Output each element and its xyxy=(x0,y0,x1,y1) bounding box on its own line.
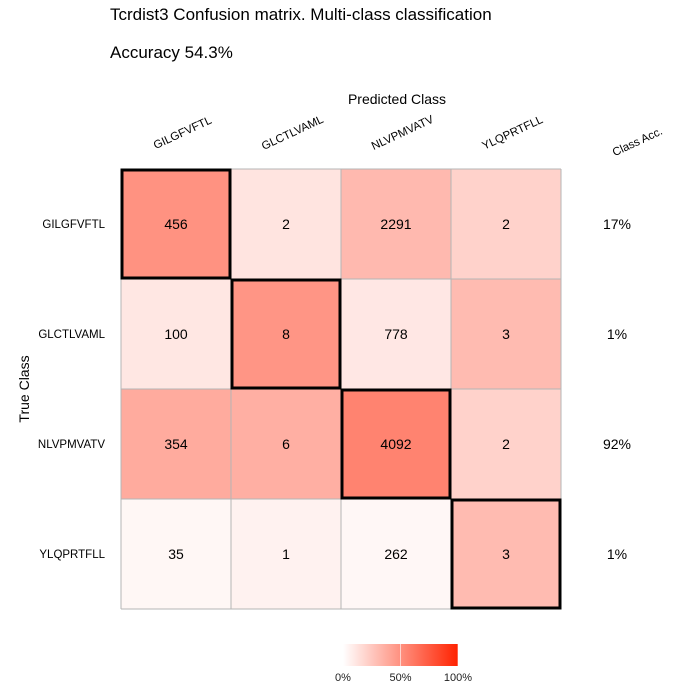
heatmap-cell xyxy=(231,169,341,279)
heatmap-cell xyxy=(341,499,451,609)
heatmap-cell xyxy=(451,279,561,389)
cell-value-label: 456 xyxy=(164,216,188,232)
legend-tick-label: 50% xyxy=(389,672,411,684)
y-tick-label: GILGFVFTL xyxy=(42,219,105,231)
diagonal-highlight-box xyxy=(120,168,232,280)
class-accuracy-value: 1% xyxy=(607,326,627,342)
heatmap-cell xyxy=(121,279,231,389)
x-tick-label: GLCTLVAML xyxy=(260,114,326,153)
x-tick-labels: GILGFVFTL GLCTLVAML NLVPMVATV YLQPRTFLL Clas… xyxy=(152,114,665,160)
heatmap-cell xyxy=(451,389,561,499)
cell-value-label: 8 xyxy=(282,326,290,342)
class-acc-header: Class Acc. xyxy=(611,125,665,159)
cell-value-label: 2 xyxy=(282,216,290,232)
x-axis-title: Predicted Class xyxy=(348,91,446,107)
cell-value-label: 2 xyxy=(502,436,510,452)
heatmap-cell xyxy=(231,389,341,499)
y-tick-label: NLVPMVATV xyxy=(38,439,105,451)
heatmap-cell xyxy=(231,499,341,609)
cell-value-label: 262 xyxy=(384,546,408,562)
y-tick-labels: GILGFVFTL GLCTLVAML NLVPMVATV YLQPRTFLL xyxy=(38,219,106,561)
cell-value-label: 1 xyxy=(282,546,290,562)
diagonal-highlight-box xyxy=(450,498,562,610)
diagonal-highlight-box xyxy=(230,278,342,390)
cell-value-label: 3 xyxy=(502,326,510,342)
heatmap-cell xyxy=(341,279,451,389)
y-tick-label: YLQPRTFLL xyxy=(39,549,105,561)
y-axis-title: True Class xyxy=(16,355,32,422)
class-accuracy-value: 17% xyxy=(603,216,631,232)
cell-value-label: 35 xyxy=(168,546,184,562)
x-tick-label: NLVPMVATV xyxy=(370,114,436,153)
cell-value-label: 2 xyxy=(502,216,510,232)
class-accuracy-column: 17% 1% 92% 1% xyxy=(603,216,631,562)
cell-value-label: 4092 xyxy=(380,436,411,452)
y-tick-label: GLCTLVAML xyxy=(38,329,105,341)
cell-value-labels: 456 2 2291 2 100 8 778 3 354 6 4092 2 35 1 262 3 xyxy=(164,216,510,562)
chart-subtitle: Accuracy 54.3% xyxy=(110,43,233,62)
heatmap-cell xyxy=(231,279,341,389)
heatmap-cell xyxy=(121,169,231,279)
cell-value-label: 778 xyxy=(384,326,408,342)
legend-tick-label: 0% xyxy=(335,672,351,684)
heatmap-cell xyxy=(341,389,451,499)
heatmap-cell xyxy=(121,499,231,609)
diagonal-highlights xyxy=(120,168,562,610)
cell-value-label: 100 xyxy=(164,326,188,342)
cell-value-label: 354 xyxy=(164,436,188,452)
x-tick-label: GILGFVFTL xyxy=(152,114,214,152)
class-accuracy-value: 1% xyxy=(607,546,627,562)
color-legend: 0% 50% 100% xyxy=(335,644,472,684)
heatmap-cells xyxy=(121,169,561,609)
chart-title: Tcrdist3 Confusion matrix. Multi-class c… xyxy=(110,5,492,24)
heatmap-cell xyxy=(451,169,561,279)
legend-tick-label: 100% xyxy=(444,672,472,684)
cell-value-label: 3 xyxy=(502,546,510,562)
class-accuracy-value: 92% xyxy=(603,436,631,452)
heatmap-cell xyxy=(121,389,231,499)
x-tick-label: YLQPRTFLL xyxy=(480,114,545,153)
cell-value-label: 2291 xyxy=(380,216,411,232)
diagonal-highlight-box xyxy=(340,388,452,500)
cell-value-label: 6 xyxy=(282,436,290,452)
heatmap-cell xyxy=(341,169,451,279)
heatmap-cell xyxy=(451,499,561,609)
